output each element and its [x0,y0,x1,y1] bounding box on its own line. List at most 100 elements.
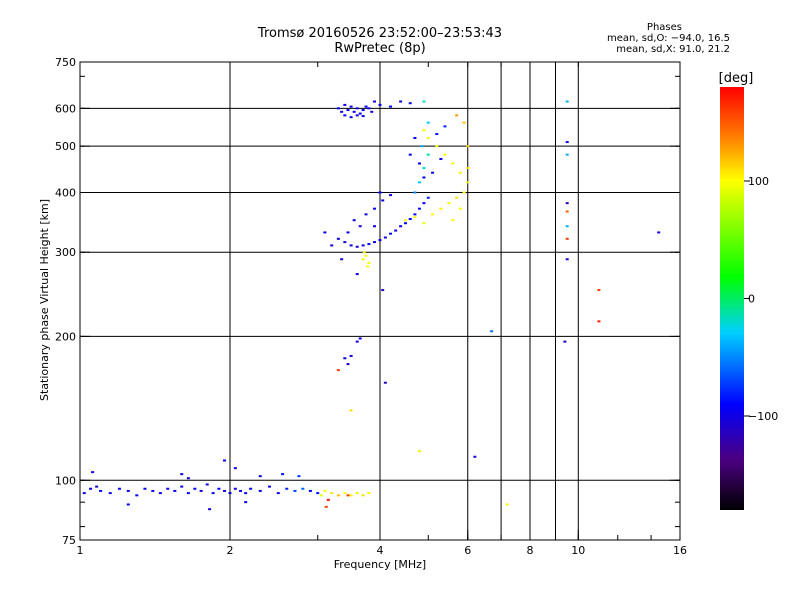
scatter-point [565,153,569,156]
scatter-point [361,244,365,247]
scatter-point [244,492,248,495]
scatter-point [383,381,387,384]
scatter-point [361,109,365,112]
scatter-point [367,107,371,110]
scatter-point [455,196,459,199]
scatter-point [378,191,382,194]
scatter-point [233,487,237,490]
scatter-point [373,100,377,103]
scatter-point [208,508,212,511]
scatter-point [565,210,569,213]
scatter-point [180,485,184,488]
scatter-point [82,492,86,495]
x-tick-label: 2 [227,544,234,557]
scatter-point [597,320,601,323]
y-tick-label: 400 [55,186,76,199]
chart-title-block: Tromsø 20160526 23:52:00–23:53:43 RwPret… [210,26,550,56]
x-tick-label: 4 [377,544,384,557]
scatter-point [422,129,426,132]
scatter-point [378,239,382,242]
scatter-point [355,273,359,276]
scatter-point [565,237,569,240]
chart-title: Tromsø 20160526 23:52:00–23:53:43 [257,26,503,41]
scatter-point [413,213,417,216]
scatter-point [91,471,95,474]
scatter-point [466,181,470,184]
scatter-point [362,251,366,254]
scatter-point [281,473,285,476]
scatter-point [352,219,356,222]
colorbar-label: [deg] [719,71,754,86]
scatter-point [186,477,190,480]
scatter-point [233,467,237,470]
y-tick-label: 750 [55,56,76,69]
y-tick-label: 75 [62,534,76,547]
scatter-point [373,207,377,210]
scatter-point [336,494,340,497]
scatter-point [108,492,112,495]
scatter-point [239,489,243,492]
scatter-point [330,244,334,247]
x-axis-label: Frequency [MHz] [334,558,426,571]
scatter-point [349,116,353,119]
scatter-point [389,194,393,197]
scatter-point [355,114,359,117]
scatter-point [349,105,353,108]
scatter-point [126,489,130,492]
scatter-point [301,487,305,490]
scatter-point [324,505,328,508]
scatter-point [473,455,477,458]
scatter-point [186,492,190,495]
scatter-point [367,261,371,264]
scatter-point [364,213,368,216]
y-tick-label: 200 [55,330,76,343]
scatter-point [378,103,382,106]
scatter-point [408,102,412,105]
scatter-point [158,492,162,495]
scatter-point [435,145,439,148]
scatter-point [389,105,393,108]
scatter-point [361,494,365,497]
scatter-point [330,492,334,495]
scatter-point [267,485,271,488]
phase-stats-o: mean, sd,O: −94.0, 16.5 [607,33,730,44]
scatter-point [358,112,362,115]
scatter-point [223,489,227,492]
scatter-point [403,219,407,222]
scatter-point [249,487,253,490]
scatter-point [447,202,451,205]
scatter-point [399,100,403,103]
scatter-point [346,363,350,366]
scatter-point [135,494,139,497]
x-tick-label: 16 [673,544,687,557]
scatter-point [340,258,344,261]
scatter-point [205,483,209,486]
x-tick-label: 6 [464,544,471,557]
scatter-point [413,216,417,219]
scatter-point [258,475,262,478]
scatter-point [319,494,323,497]
scatter-point [490,330,494,333]
grid-lines [80,62,680,540]
scatter-point [431,171,435,174]
scatter-point [408,218,412,221]
y-axis: 75 100 200 300 400 500 600 750 [55,56,680,547]
phase-stats-x: mean, sd,X: 91.0, 21.2 [616,44,730,55]
scatter-point [458,171,462,174]
scatter-point [426,153,430,156]
scatter-point [451,162,455,165]
colorbar [720,87,744,510]
scatter-point [462,121,466,124]
scatter-point [381,199,385,202]
scatter-point [361,115,365,118]
scatter-point [89,487,93,490]
scatter-point [151,489,155,492]
scatter-point [565,100,569,103]
scatter-point [462,191,466,194]
scatter-point [343,492,347,495]
scatter-point [597,289,601,292]
y-axis-label: Stationary phase Virtual Height [km] [38,199,51,401]
scatter-point [349,354,353,357]
scatter-point [399,225,403,228]
scatter-point [373,225,377,228]
